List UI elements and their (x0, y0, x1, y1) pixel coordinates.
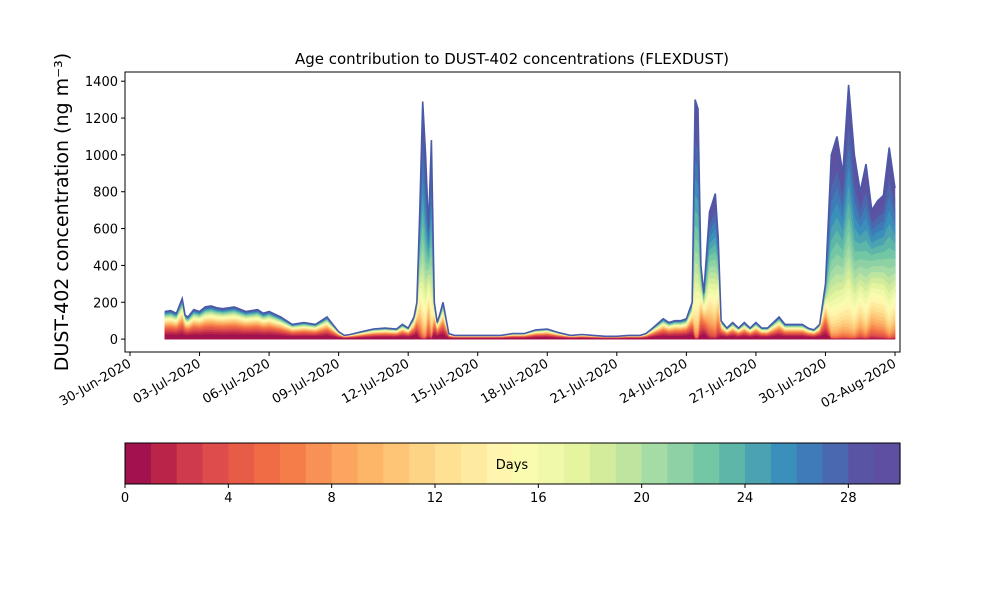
y-axis-label: DUST-402 concentration (ng m⁻³) (51, 53, 73, 371)
colorbar-tick-label: 28 (840, 491, 857, 506)
colorbar-cell (435, 443, 462, 484)
colorbar-cell (280, 443, 307, 484)
y-tick-label: 1000 (85, 149, 118, 164)
y-tick-label: 400 (93, 259, 118, 274)
colorbar-cell (615, 443, 643, 484)
x-tick-label: 21-Jul-2020 (548, 356, 621, 407)
age-band-day-27 (164, 129, 896, 340)
colorbar-cell (357, 443, 384, 484)
colorbar-cell (176, 443, 204, 484)
colorbar-cell (796, 443, 824, 484)
colorbar-label: Days (496, 458, 529, 473)
colorbar-cell (228, 443, 255, 484)
colorbar-cell (719, 443, 746, 484)
colorbar-cell (538, 443, 565, 484)
plot-area (124, 71, 901, 353)
colorbar-cell (202, 443, 229, 484)
age-band-day-28 (164, 107, 896, 340)
age-bands (164, 84, 896, 340)
x-tick-label: 12-Jul-2020 (339, 356, 412, 407)
colorbar-cell (409, 443, 436, 484)
x-tick-label: 02-Aug-2020 (819, 356, 899, 411)
colorbar-cell (693, 443, 720, 484)
colorbar-tick-label: 0 (121, 491, 129, 506)
colorbar-cell (590, 443, 617, 484)
colorbar-cell (460, 443, 488, 484)
colorbar-cell (848, 443, 875, 484)
colorbar-ticks: 0 4 8 12 16 20 24 28 (121, 484, 857, 506)
colorbar-cell (641, 443, 669, 484)
colorbar: Days 0 4 8 12 16 20 24 28 (121, 442, 901, 506)
plot-frame (124, 71, 901, 353)
colorbar-cell (150, 443, 178, 484)
x-tick-label: 15-Jul-2020 (409, 356, 482, 407)
x-tick-label: 06-Jul-2020 (200, 356, 273, 407)
colorbar-cell (770, 443, 798, 484)
colorbar-cell (874, 443, 901, 484)
colorbar-cell (305, 443, 333, 484)
x-tick-label: 09-Jul-2020 (270, 356, 343, 407)
x-tick-label: 27-Jul-2020 (687, 356, 760, 407)
chart-title: Age contribution to DUST-402 concentrati… (295, 50, 729, 68)
colorbar-cell (564, 443, 591, 484)
y-tick-label: 800 (93, 186, 118, 201)
x-tick-label: 18-Jul-2020 (478, 356, 551, 407)
colorbar-tick-label: 20 (633, 491, 650, 506)
colorbar-cell (745, 443, 772, 484)
colorbar-cell (822, 443, 849, 484)
y-tick-label: 1200 (85, 112, 118, 127)
y-tick-label: 1400 (85, 75, 118, 90)
colorbar-tick-label: 16 (530, 491, 547, 506)
colorbar-cells (125, 443, 901, 484)
age-band-day-0 (164, 333, 896, 340)
colorbar-cell (331, 443, 359, 484)
x-axis: 30-Jun-202003-Jul-202006-Jul-202009-Jul-… (57, 352, 899, 412)
colorbar-frame (124, 442, 901, 485)
x-tick-label: 24-Jul-2020 (618, 356, 691, 407)
colorbar-cell (254, 443, 281, 484)
age-band-day-29 (164, 84, 896, 340)
colorbar-tick-label: 8 (328, 491, 336, 506)
colorbar-cell (486, 443, 514, 484)
colorbar-cell (383, 443, 410, 484)
y-tick-label: 600 (93, 223, 118, 238)
age-band-day-24 (164, 186, 896, 340)
colorbar-tick-label: 12 (427, 491, 444, 506)
colorbar-tick-label: 24 (737, 491, 754, 506)
age-band-day-3 (164, 325, 896, 340)
colorbar-cell (512, 443, 539, 484)
colorbar-cell (125, 443, 152, 484)
colorbar-cell (667, 443, 694, 484)
y-axis: 0 200 400 600 800 1000 1200 1400 (85, 75, 125, 348)
x-tick-label: 03-Jul-2020 (131, 356, 204, 407)
y-tick-label: 0 (110, 333, 118, 348)
colorbar-tick-label: 4 (224, 491, 232, 506)
age-band-day-26 (164, 149, 896, 340)
y-tick-label: 200 (93, 296, 118, 311)
total-concentration-line (164, 84, 896, 338)
